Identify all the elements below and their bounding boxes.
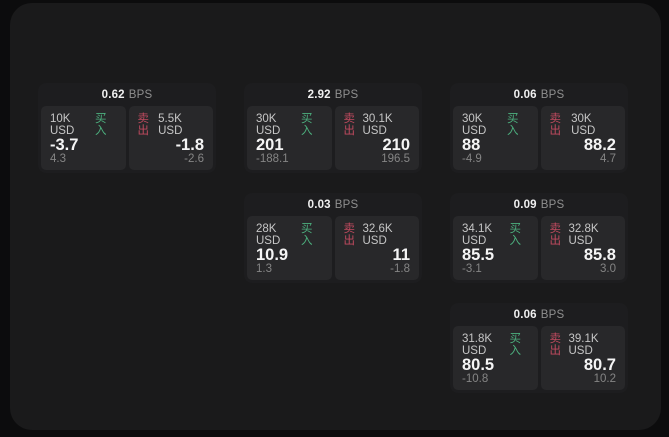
spread-value: 0.06 (513, 88, 537, 101)
spread-header: 0.03 BPS (247, 193, 419, 216)
sell-label: 卖出 (343, 113, 356, 137)
spread-value: 2.92 (307, 88, 331, 101)
buy-price: 10.9 (256, 246, 289, 264)
spread-unit: BPS (540, 198, 565, 211)
quote-card: 0.06 BPS 30K USD 买入 88 -4.9 卖出 30K USD 8… (450, 83, 628, 173)
sell-label: 卖出 (549, 223, 562, 247)
sell-amount: 32.6K USD (362, 223, 393, 247)
sell-price: 210 (382, 136, 410, 154)
sell-price: 80.7 (583, 356, 616, 374)
buy-panel[interactable]: 31.8K USD 买入 80.5 -10.8 (453, 326, 538, 390)
buy-panel[interactable]: 30K USD 买入 201 -188.1 (247, 106, 332, 170)
buy-delta: -4.9 (462, 152, 482, 165)
buy-delta: -3.1 (462, 262, 482, 275)
quote-card: 0.09 BPS 34.1K USD 买入 85.5 -3.1 卖出 32.8K… (450, 193, 628, 283)
sell-amount: 30.1K USD (362, 113, 393, 137)
buy-delta: -10.8 (462, 372, 489, 385)
buy-delta: -188.1 (256, 152, 289, 165)
quote-card: 0.62 BPS 10K USD 买入 -3.7 4.3 卖出 5.5K USD… (38, 83, 216, 173)
spread-unit: BPS (334, 88, 359, 101)
buy-panel[interactable]: 28K USD 买入 10.9 1.3 (247, 216, 332, 280)
sell-delta: -1.8 (390, 262, 410, 275)
spread-unit: BPS (334, 198, 359, 211)
sell-price: -1.8 (175, 136, 204, 154)
spread-value: 0.06 (513, 308, 537, 321)
spread-value: 0.09 (513, 198, 537, 211)
buy-amount: 34.1K USD (462, 223, 493, 247)
sell-panel[interactable]: 卖出 5.5K USD -1.8 -2.6 (128, 106, 213, 170)
sell-price: 88.2 (583, 136, 616, 154)
buy-price: -3.7 (50, 136, 79, 154)
sell-amount: 39.1K USD (568, 333, 599, 357)
buy-amount: 10K USD (50, 113, 75, 137)
sell-panel[interactable]: 卖出 32.8K USD 85.8 3.0 (540, 216, 625, 280)
quote-card: 0.03 BPS 28K USD 买入 10.9 1.3 卖出 32.6K US… (244, 193, 422, 283)
sell-panel[interactable]: 卖出 39.1K USD 80.7 10.2 (540, 326, 625, 390)
sell-label: 卖出 (549, 333, 562, 357)
buy-label: 买入 (300, 113, 313, 137)
buy-amount: 28K USD (256, 223, 281, 247)
quote-card: 0.06 BPS 31.8K USD 买入 80.5 -10.8 卖出 39.1… (450, 303, 628, 393)
spread-header: 2.92 BPS (247, 83, 419, 106)
buy-price: 88 (462, 136, 481, 154)
sell-amount: 5.5K USD (158, 113, 183, 137)
buy-price: 85.5 (462, 246, 495, 264)
sell-panel[interactable]: 卖出 30K USD 88.2 4.7 (540, 106, 625, 170)
spread-unit: BPS (128, 88, 153, 101)
buy-label: 买入 (300, 223, 313, 247)
sell-delta: 10.2 (593, 372, 616, 385)
spread-unit: BPS (540, 88, 565, 101)
buy-panel[interactable]: 10K USD 买入 -3.7 4.3 (41, 106, 126, 170)
sell-label: 卖出 (549, 113, 562, 137)
sell-amount: 30K USD (571, 113, 596, 137)
sell-delta: 3.0 (600, 262, 616, 275)
buy-amount: 30K USD (462, 113, 487, 137)
sell-amount: 32.8K USD (568, 223, 599, 247)
spread-header: 0.06 BPS (453, 303, 625, 326)
spread-header: 0.62 BPS (41, 83, 213, 106)
quote-card: 2.92 BPS 30K USD 买入 201 -188.1 卖出 30.1K … (244, 83, 422, 173)
buy-label: 买入 (94, 113, 107, 137)
buy-amount: 31.8K USD (462, 333, 493, 357)
buy-label: 买入 (509, 223, 522, 247)
sell-label: 卖出 (343, 223, 356, 247)
sell-panel[interactable]: 卖出 30.1K USD 210 196.5 (334, 106, 419, 170)
sell-delta: 196.5 (381, 152, 410, 165)
buy-amount: 30K USD (256, 113, 281, 137)
buy-panel[interactable]: 34.1K USD 买入 85.5 -3.1 (453, 216, 538, 280)
spread-header: 0.06 BPS (453, 83, 625, 106)
sell-price: 11 (392, 246, 410, 264)
spread-value: 0.62 (101, 88, 125, 101)
buy-delta: 1.3 (256, 262, 272, 275)
spread-unit: BPS (540, 308, 565, 321)
buy-price: 201 (256, 136, 284, 154)
sell-delta: -2.6 (184, 152, 204, 165)
spread-value: 0.03 (307, 198, 331, 211)
buy-label: 买入 (506, 113, 519, 137)
buy-label: 买入 (509, 333, 522, 357)
sell-price: 85.8 (583, 246, 616, 264)
sell-label: 卖出 (137, 113, 150, 137)
buy-price: 80.5 (462, 356, 495, 374)
quote-card-grid: 0.62 BPS 10K USD 买入 -3.7 4.3 卖出 5.5K USD… (38, 83, 628, 393)
buy-panel[interactable]: 30K USD 买入 88 -4.9 (453, 106, 538, 170)
sell-delta: 4.7 (600, 152, 616, 165)
sell-panel[interactable]: 卖出 32.6K USD 11 -1.8 (334, 216, 419, 280)
buy-delta: 4.3 (50, 152, 66, 165)
spread-header: 0.09 BPS (453, 193, 625, 216)
